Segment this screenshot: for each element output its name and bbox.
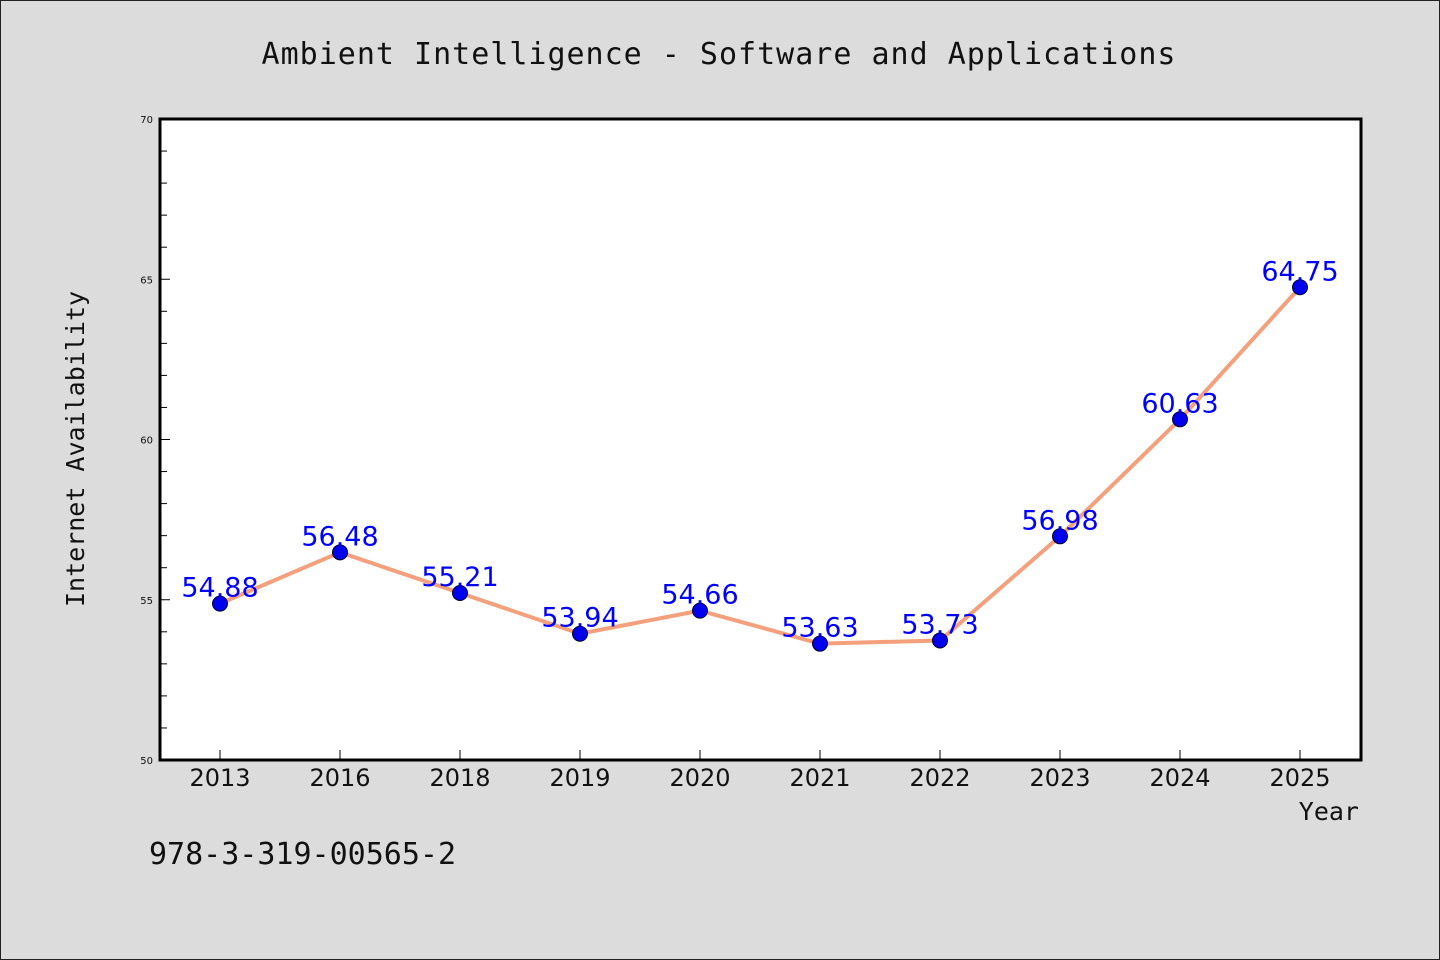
y-tick-label: 55 — [140, 596, 153, 607]
data-value-label: 53.73 — [901, 609, 978, 640]
data-value-label: 64.75 — [1261, 256, 1338, 287]
data-value-label: 56.98 — [1021, 505, 1098, 536]
series-line — [218, 285, 1302, 646]
data-point — [812, 635, 828, 652]
y-tick-label: 60 — [140, 436, 153, 447]
x-axis-label: Year — [1299, 797, 1359, 826]
isbn-text: 978-3-319-00565-2 — [149, 837, 456, 872]
x-tick-label: 2022 — [909, 764, 970, 792]
data-point — [1052, 528, 1068, 545]
series-layer — [212, 279, 1308, 652]
x-tick-label: 2013 — [189, 764, 250, 792]
x-tick-label: 2024 — [1149, 764, 1210, 792]
x-tick-label: 2018 — [429, 764, 490, 792]
x-axis: 2013 2016 2018 2019 2020 2021 2022 2023 2024 2025 — [189, 750, 1331, 792]
x-tick-label: 2020 — [669, 764, 730, 792]
y-axis: 50 55 60 65 70 — [140, 115, 170, 767]
data-point — [332, 544, 348, 561]
data-labels-layer: 54.88 56.48 55.21 53.94 54.66 53.63 53.73 56.98… — [181, 256, 1338, 643]
y-tick-label: 70 — [140, 115, 153, 126]
x-tick-label: 2021 — [789, 764, 850, 792]
x-tick-label: 2019 — [549, 764, 610, 792]
data-value-label: 53.94 — [541, 603, 618, 634]
y-tick-label: 65 — [140, 275, 153, 286]
y-tick-label: 50 — [140, 756, 153, 767]
chart-title: Ambient Intelligence - Software and Appl… — [262, 37, 1177, 72]
data-value-label: 55.21 — [421, 562, 498, 593]
data-point — [1172, 411, 1188, 428]
plot-area — [158, 117, 1363, 762]
data-value-label: 54.66 — [661, 580, 738, 611]
data-point — [932, 632, 948, 649]
x-tick-label: 2023 — [1029, 764, 1090, 792]
x-tick-label: 2016 — [309, 764, 370, 792]
x-tick-label: 2025 — [1269, 764, 1330, 792]
data-point — [572, 625, 588, 642]
data-point — [692, 602, 708, 619]
data-point — [212, 595, 228, 612]
data-point — [452, 585, 468, 602]
data-value-label: 53.63 — [781, 613, 858, 644]
data-value-label: 60.63 — [1141, 388, 1218, 419]
data-value-label: 56.48 — [301, 521, 378, 552]
data-value-label: 54.88 — [181, 573, 258, 604]
data-point — [1292, 279, 1308, 296]
y-axis-label: Internet Availability — [61, 291, 90, 607]
